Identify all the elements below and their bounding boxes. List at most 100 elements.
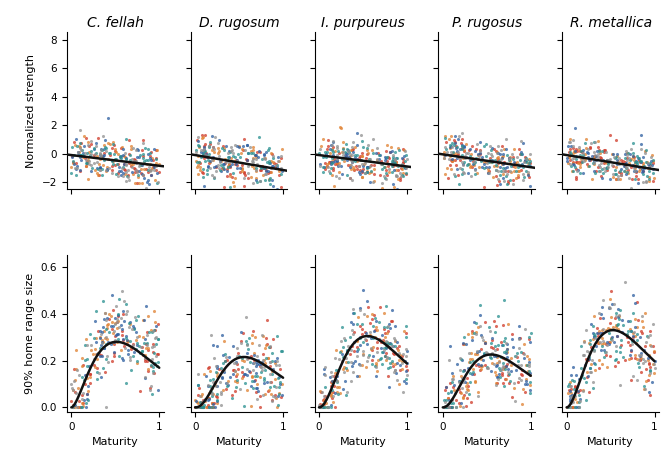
Point <box>565 148 575 156</box>
Point <box>457 152 468 159</box>
Point <box>86 342 97 349</box>
Point <box>318 163 328 171</box>
Point <box>458 394 468 402</box>
Point <box>617 157 628 165</box>
Point <box>121 155 132 163</box>
Point <box>338 145 349 153</box>
Point <box>142 145 153 153</box>
Point <box>589 138 600 145</box>
Point <box>276 394 286 401</box>
Point <box>261 148 272 156</box>
Point <box>256 167 266 174</box>
Point <box>591 148 602 155</box>
Point <box>642 332 652 340</box>
Point <box>346 156 357 164</box>
Point <box>587 384 598 392</box>
Point <box>134 161 145 169</box>
Point <box>614 344 625 351</box>
Point <box>237 372 248 379</box>
Point <box>153 358 163 366</box>
Point <box>381 353 392 361</box>
Point <box>378 309 389 317</box>
Point <box>147 164 158 171</box>
Point <box>77 363 88 370</box>
Point <box>100 368 111 375</box>
Point <box>468 357 478 364</box>
Point <box>448 151 459 158</box>
Point <box>149 369 159 376</box>
Point <box>100 310 110 317</box>
Point <box>649 357 660 364</box>
Point <box>84 370 95 378</box>
Point <box>575 147 586 155</box>
Point <box>498 379 508 387</box>
Point <box>331 155 342 163</box>
Point <box>327 164 338 171</box>
Point <box>498 160 509 167</box>
Point <box>89 317 100 325</box>
Point <box>494 370 504 377</box>
Point <box>209 378 220 385</box>
Point <box>140 375 151 382</box>
Point <box>521 362 532 369</box>
Point <box>384 354 395 362</box>
Point <box>454 153 465 161</box>
Point <box>95 334 106 342</box>
Point <box>450 172 461 179</box>
Point <box>247 373 258 380</box>
Point <box>571 166 581 173</box>
Point <box>483 165 494 172</box>
Point <box>116 346 126 353</box>
Point <box>615 170 626 177</box>
Point <box>377 166 387 173</box>
Point <box>262 158 273 165</box>
Point <box>108 150 119 157</box>
Point <box>503 366 514 373</box>
Point <box>515 349 526 356</box>
Point <box>565 400 576 407</box>
Point <box>371 326 382 333</box>
Point <box>568 160 579 168</box>
Point <box>109 155 120 163</box>
Point <box>142 339 153 347</box>
Point <box>440 404 450 411</box>
Point <box>199 395 210 403</box>
Point <box>474 347 485 354</box>
Point <box>502 177 513 184</box>
Point <box>196 390 207 398</box>
Point <box>646 154 656 161</box>
Point <box>103 320 114 328</box>
Point <box>205 164 215 172</box>
Point <box>107 291 118 299</box>
Point <box>383 153 393 161</box>
Point <box>379 324 389 331</box>
Point <box>648 165 658 173</box>
Point <box>377 184 387 191</box>
Point <box>628 139 638 147</box>
Point <box>106 157 117 165</box>
Point <box>82 141 93 149</box>
Point <box>252 395 263 402</box>
Point <box>476 155 487 162</box>
Point <box>597 326 607 333</box>
Point <box>197 169 207 176</box>
Point <box>194 143 205 150</box>
Point <box>462 382 473 390</box>
Point <box>318 152 329 160</box>
Point <box>377 160 387 168</box>
Point <box>114 323 124 331</box>
Point <box>342 367 353 374</box>
Point <box>227 153 238 160</box>
Point <box>490 363 501 370</box>
Point <box>382 153 393 161</box>
Point <box>202 152 213 160</box>
Point <box>640 147 650 155</box>
Point <box>272 354 282 362</box>
Point <box>203 163 213 170</box>
Point <box>140 355 151 363</box>
Point <box>347 306 358 313</box>
Point <box>562 155 573 162</box>
Point <box>207 144 218 151</box>
Point <box>121 332 132 340</box>
Point <box>331 372 342 379</box>
